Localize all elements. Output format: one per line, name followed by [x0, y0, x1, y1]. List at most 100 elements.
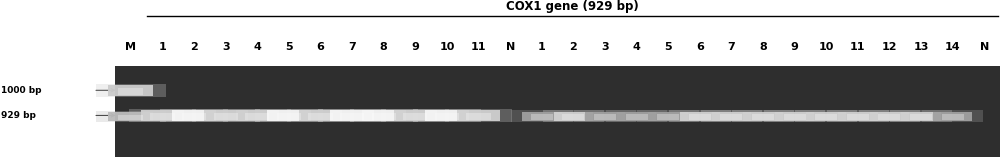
Text: 1: 1	[158, 42, 166, 52]
Bar	[657, 114, 679, 120]
Bar	[543, 110, 605, 122]
Bar	[689, 114, 711, 120]
Text: 1000 bp: 1000 bp	[1, 86, 41, 95]
Text: 11: 11	[470, 42, 486, 52]
Bar	[213, 113, 238, 120]
Text: N: N	[980, 42, 989, 52]
Bar	[118, 115, 143, 120]
Bar	[606, 110, 668, 122]
Text: 2: 2	[190, 42, 198, 52]
Bar	[182, 113, 206, 120]
Bar	[827, 110, 889, 122]
Text: 10: 10	[439, 42, 454, 52]
Bar	[318, 109, 386, 122]
Bar	[870, 112, 909, 121]
Bar	[586, 112, 625, 121]
Text: 2: 2	[570, 42, 578, 52]
Bar	[701, 110, 762, 122]
Text: 3: 3	[222, 42, 229, 52]
Bar	[649, 112, 688, 121]
Bar	[511, 110, 573, 122]
Bar	[267, 111, 310, 121]
Bar	[235, 111, 279, 121]
Text: 5: 5	[285, 42, 292, 52]
Bar	[815, 114, 837, 120]
Text: 7: 7	[728, 42, 736, 52]
Bar	[115, 66, 1000, 157]
Bar	[531, 114, 553, 120]
Bar	[922, 110, 983, 122]
Bar	[308, 113, 332, 120]
Text: 4: 4	[253, 42, 261, 52]
Bar	[192, 109, 259, 122]
Text: N: N	[506, 42, 515, 52]
Bar	[223, 109, 291, 122]
Bar	[434, 113, 459, 120]
Text: 4: 4	[633, 42, 641, 52]
Bar	[466, 113, 490, 120]
Bar	[340, 113, 364, 120]
Bar	[807, 112, 846, 121]
Bar	[160, 109, 228, 122]
Text: 3: 3	[602, 42, 609, 52]
Text: 1: 1	[538, 42, 546, 52]
Text: 12: 12	[882, 42, 897, 52]
Bar	[245, 113, 269, 120]
Bar	[617, 112, 657, 121]
Bar	[764, 110, 826, 122]
Bar	[669, 110, 731, 122]
Bar	[371, 113, 395, 120]
Text: COX1 gene (929 bp): COX1 gene (929 bp)	[507, 0, 639, 13]
Bar	[775, 112, 815, 121]
Bar	[933, 112, 972, 121]
Bar	[204, 111, 247, 121]
Bar	[796, 110, 857, 122]
Bar	[349, 109, 417, 122]
Text: 14: 14	[945, 42, 960, 52]
Bar	[362, 111, 405, 121]
Bar	[255, 109, 323, 122]
Bar	[838, 112, 878, 121]
Text: 6: 6	[696, 42, 704, 52]
Bar	[638, 110, 699, 122]
Bar	[626, 114, 648, 120]
Text: 9: 9	[411, 42, 419, 52]
Text: 8: 8	[379, 42, 387, 52]
Bar	[108, 85, 153, 96]
Bar	[456, 111, 500, 121]
Bar	[128, 109, 196, 122]
Bar	[563, 114, 585, 120]
Bar	[444, 109, 513, 122]
Bar	[108, 112, 153, 121]
Bar	[879, 114, 901, 120]
Text: 929 bp: 929 bp	[1, 111, 36, 120]
Bar	[942, 114, 964, 120]
Text: 8: 8	[759, 42, 767, 52]
Bar	[381, 109, 449, 122]
Bar	[847, 114, 869, 120]
Bar	[425, 111, 468, 121]
Text: 13: 13	[913, 42, 929, 52]
Bar	[890, 110, 952, 122]
Bar	[575, 110, 636, 122]
Bar	[118, 88, 143, 95]
Text: 9: 9	[791, 42, 799, 52]
Bar	[277, 113, 301, 120]
Text: 11: 11	[850, 42, 866, 52]
Bar	[554, 112, 594, 121]
Bar	[732, 110, 794, 122]
Text: 10: 10	[819, 42, 834, 52]
Bar	[298, 111, 342, 121]
Bar	[712, 112, 751, 121]
Bar	[150, 113, 174, 120]
Bar	[743, 112, 783, 121]
Bar	[330, 111, 374, 121]
Text: M: M	[125, 42, 136, 52]
Bar	[901, 112, 941, 121]
Bar	[594, 114, 616, 120]
Bar	[393, 111, 437, 121]
Text: 6: 6	[316, 42, 324, 52]
Bar	[522, 112, 562, 121]
Bar	[96, 84, 166, 97]
Bar	[910, 114, 932, 120]
